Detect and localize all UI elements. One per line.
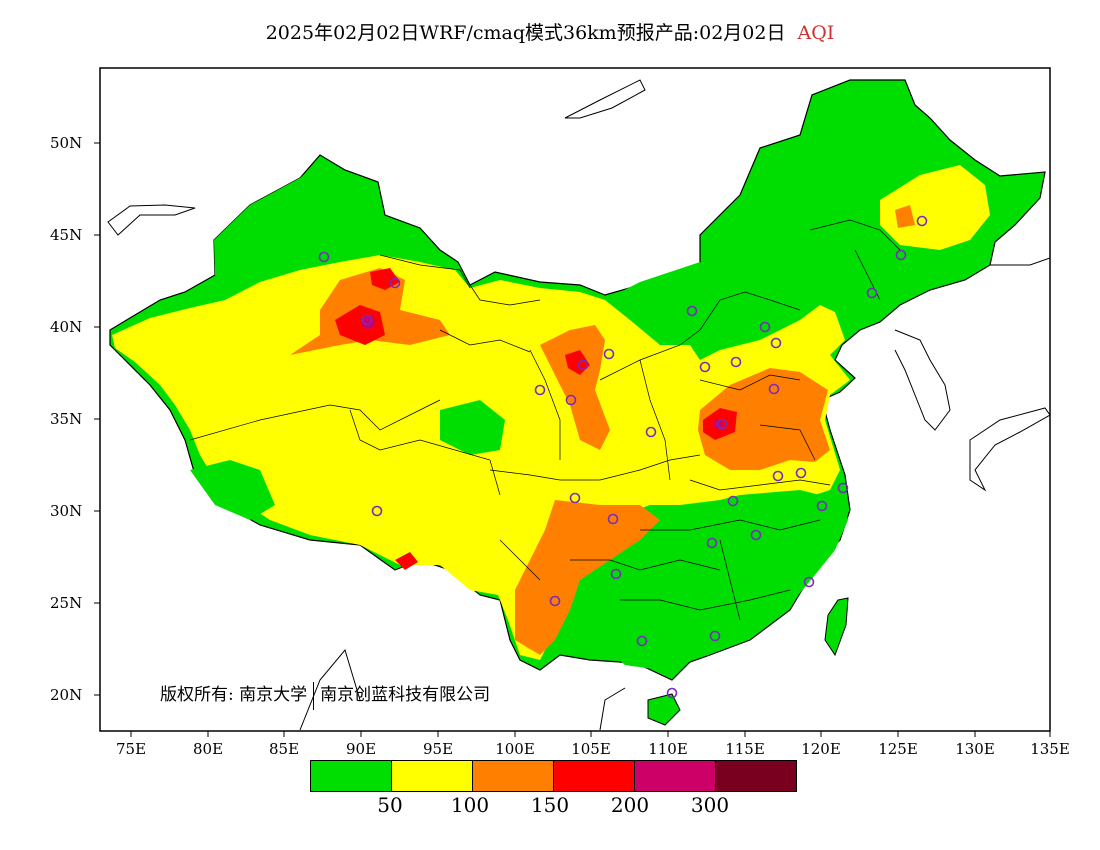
lat-label: 35N	[50, 410, 83, 428]
lon-label: 75E	[115, 740, 147, 758]
lon-label: 95E	[422, 740, 454, 758]
lon-label: 115E	[725, 740, 765, 758]
aqi-zone-green-tibet	[190, 460, 275, 520]
lon-label: 110E	[648, 740, 688, 758]
lat-label: 20N	[50, 686, 83, 704]
lat-label: 50N	[50, 134, 83, 152]
aqi-zone-orange-ne	[895, 205, 915, 228]
taiwan-island	[824, 597, 849, 657]
aqi-zone-green-north	[605, 262, 720, 345]
aqi-zone-orange-sichuan	[515, 500, 660, 655]
copyright-divider	[313, 681, 315, 710]
legend-swatch-150-200	[554, 761, 635, 791]
legend-tick: 50	[377, 793, 403, 817]
lon-label: 125E	[878, 740, 918, 758]
title-pollutant: AQI	[797, 22, 835, 44]
legend-swatch-50-100	[392, 761, 473, 791]
aqi-zone-green-qinghai	[440, 400, 505, 455]
lat-label: 45N	[50, 226, 83, 244]
aqi-zone-red-xinjiang	[335, 305, 385, 345]
aqi-zone-orange-central	[540, 325, 610, 450]
legend-swatch-200-300	[635, 761, 716, 791]
title-main: 2025年02月02日WRF/cmaq模式36km预报产品:02月02日	[265, 22, 786, 44]
kazakh-lake	[107, 204, 196, 236]
legend-tick: 300	[690, 793, 730, 817]
lon-label: 120E	[801, 740, 841, 758]
lon-label: 100E	[495, 740, 535, 758]
aqi-legend	[310, 760, 797, 792]
legend-tick: 100	[450, 793, 490, 817]
lon-label: 130E	[955, 740, 995, 758]
aqi-zone-green-xinjiang	[214, 160, 382, 290]
aqi-zone-red-xinjiang-2	[370, 268, 400, 290]
lon-label: 80E	[192, 740, 224, 758]
copyright-prefix: 版权所有:	[160, 685, 234, 705]
legend-swatch-0-50	[311, 761, 392, 791]
province-borders	[189, 219, 901, 621]
axis-ticks	[94, 142, 1051, 737]
hainan-island	[647, 693, 681, 726]
lat-label: 40N	[50, 318, 83, 336]
sea-coast-south	[299, 648, 626, 731]
aqi-zone-yellow-northeast	[880, 165, 990, 250]
lon-label: 90E	[345, 740, 377, 758]
lon-label: 135E	[1030, 740, 1070, 758]
map-frame	[99, 67, 1051, 732]
lon-label: 105E	[571, 740, 611, 758]
japan-coast	[969, 407, 1050, 492]
mongolia-coast	[564, 79, 646, 119]
station-markers	[318, 215, 928, 699]
korea-coast	[894, 329, 951, 431]
lat-label: 30N	[50, 502, 83, 520]
copyright-org-cl: 南京创蓝科技有限公司	[320, 685, 491, 705]
legend-swatch-300-plus	[716, 761, 796, 791]
legend-tick: 150	[530, 793, 570, 817]
lat-label: 25N	[50, 594, 83, 612]
legend-tick: 200	[610, 793, 650, 817]
lon-label: 85E	[268, 740, 300, 758]
aqi-zone-orange-huabei	[698, 368, 830, 470]
copyright-notice: 版权所有: 南京大学 南京创蓝科技有限公司	[160, 680, 490, 710]
russia-coast	[990, 257, 1050, 266]
legend-swatch-100-150	[473, 761, 554, 791]
copyright-org-nju: 南京大学	[239, 685, 308, 705]
aqi-zone-red-tibet	[395, 552, 418, 570]
chart-title: 2025年02月02日WRF/cmaq模式36km预报产品:02月02日 AQI	[0, 18, 1100, 45]
